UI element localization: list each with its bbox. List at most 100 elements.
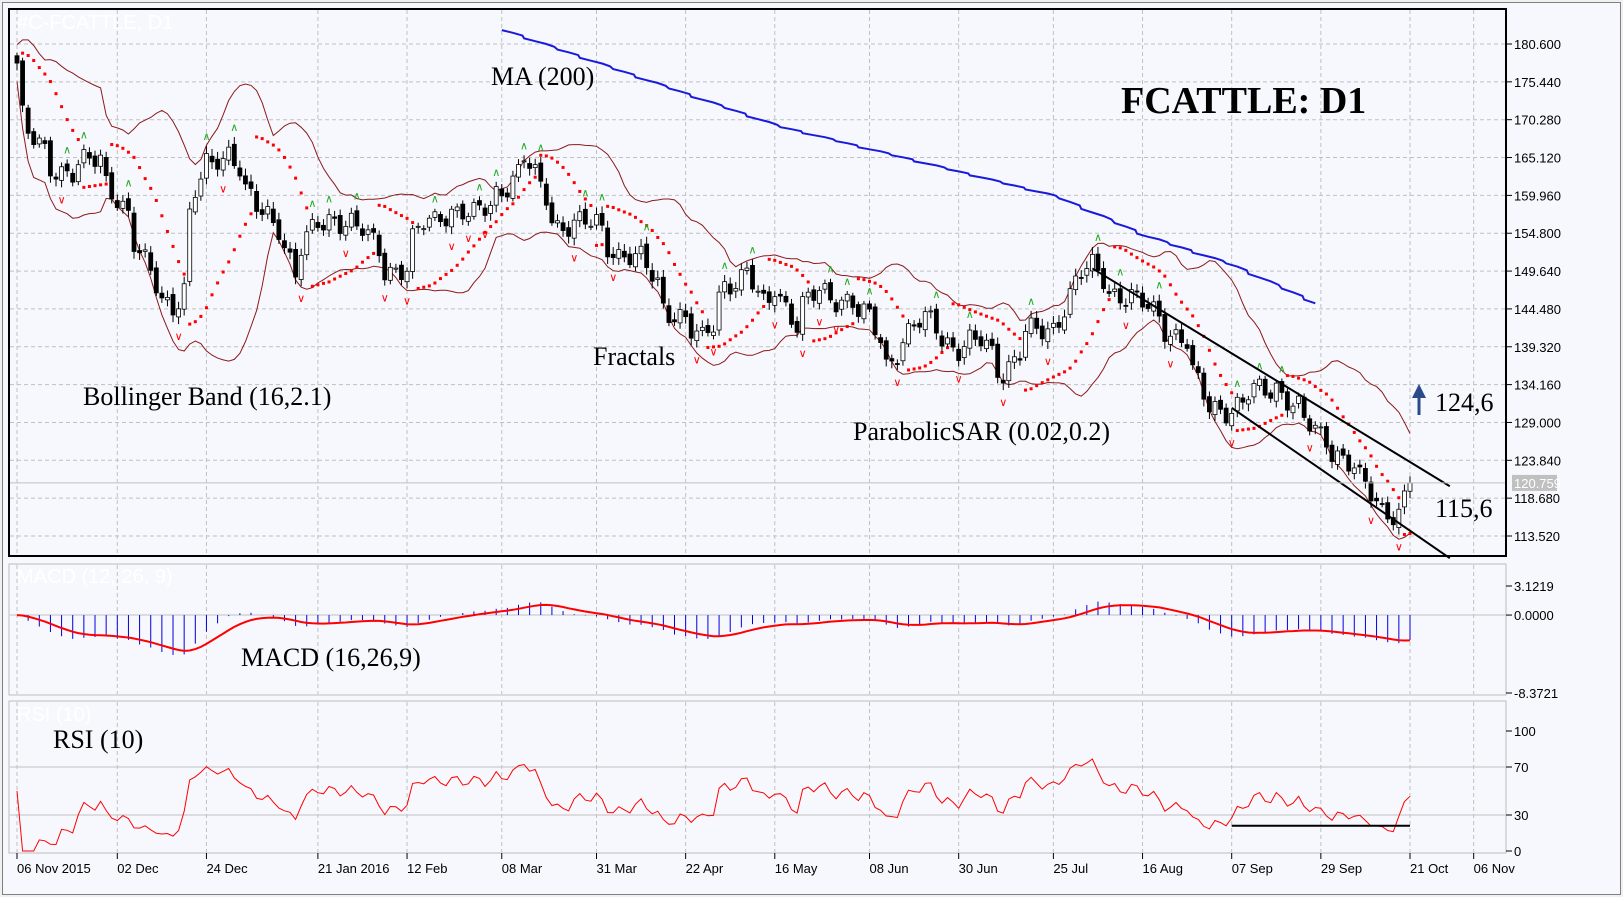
sar-dot [1280,413,1284,417]
sar-dot [706,345,710,349]
candle-bear [855,304,861,317]
sar-dot [26,54,30,58]
sar-dot [778,260,782,264]
fractal-up-icon: ∧ [63,143,71,156]
sar-dot [812,339,816,343]
sar-dot [985,314,989,318]
sar-dot [840,328,844,332]
sar-dot [1163,274,1167,278]
candle-bear [237,167,243,177]
sar-dot [37,66,41,70]
sar-dot [121,146,125,150]
sar-dot [355,265,359,269]
fractal-down-icon: ∨ [297,292,305,305]
sar-dot [589,203,593,207]
candle-bear [215,158,220,170]
sar-dot [756,311,760,315]
candle-bear [1301,396,1307,418]
candle-bull [204,153,209,179]
fractal-up-icon: ∧ [1278,362,1286,375]
price-tick-label: 144.480 [1514,302,1561,317]
fractal-up-icon: ∧ [492,166,500,179]
fractal-up-icon: ∧ [843,275,851,288]
candle-bull [1023,331,1028,358]
candle-bear [382,252,388,281]
sar-dot [1001,322,1005,326]
up-arrow-icon [1412,384,1426,415]
candle-bull [1407,482,1413,492]
sar-dot [1152,265,1156,269]
candle-bear [270,208,276,224]
sar-dot [672,262,676,266]
sar-dot [1319,388,1323,392]
candle-bull [510,175,516,199]
sar-dot [1046,378,1050,382]
sar-dot [427,284,431,288]
candle-bull [1173,329,1179,335]
fractal-up-icon: ∧ [80,129,88,142]
sar-dot [204,306,208,310]
sar-dot [54,92,58,96]
sar-dot [372,251,376,255]
sar-dot [249,212,253,216]
candle-bull [532,164,538,169]
candle-bull [1335,450,1340,465]
candle-bear [1324,426,1329,448]
candle-bull [75,164,81,183]
sar-dot [1107,298,1111,302]
candle-bear [1179,329,1184,343]
date-tick-label: 22 Apr [686,861,724,876]
candle-bear [1285,391,1290,411]
sar-dot [862,278,866,282]
candle-bear [231,143,237,167]
candle-bear [1056,322,1062,328]
candle-bull [393,267,399,270]
candle-bull [471,202,477,217]
candle-bear [1207,396,1212,413]
candle-bull [772,296,778,306]
sar-dot [823,337,827,341]
candle-bull [694,330,700,342]
fractal-up-icon: ∧ [966,308,974,321]
candle-bear [1134,290,1140,293]
candle-bear [794,321,800,333]
sar-dot [806,280,810,284]
sar-dot [611,205,615,209]
sar-dot [1129,252,1133,256]
candle-bull [1351,467,1357,474]
candle-bear [872,306,878,336]
date-tick-label: 29 Sep [1321,861,1362,876]
candle-bear [811,289,817,301]
candle-bull [1246,399,1251,405]
macd-pane [8,563,1507,696]
sar-dot [82,185,86,189]
sar-dot [767,257,771,261]
fractal-down-icon: ∨ [609,271,617,284]
candle-bull [1229,412,1235,427]
price-tick-label: 159.960 [1514,188,1561,203]
date-tick-label: 24 Dec [206,861,248,876]
candle-bull [1067,288,1073,315]
sar-dot [1035,384,1039,388]
candle-bear [989,338,995,346]
sar-dot [728,338,732,342]
last-price-label: 120.759 [1514,476,1561,491]
fractal-down-icon: ∨ [381,292,389,305]
sar-dot [661,242,665,246]
candle-bear [850,295,856,308]
candle-bear [371,228,377,233]
fractal-up-icon: ∧ [581,186,589,199]
sar-dot [1074,359,1078,363]
candle-bear [566,227,572,237]
candle-bull [744,267,750,271]
sar-dot [1341,415,1345,419]
sar-dot [1135,256,1139,260]
sar-dot [21,51,25,55]
candle-bear [1385,502,1391,520]
fractal-down-icon: ∨ [955,373,963,386]
sar-dot [310,284,314,288]
sar-dot [199,314,203,318]
candle-bear [833,302,839,313]
candle-bear [605,227,611,258]
sar-dot [500,213,504,217]
